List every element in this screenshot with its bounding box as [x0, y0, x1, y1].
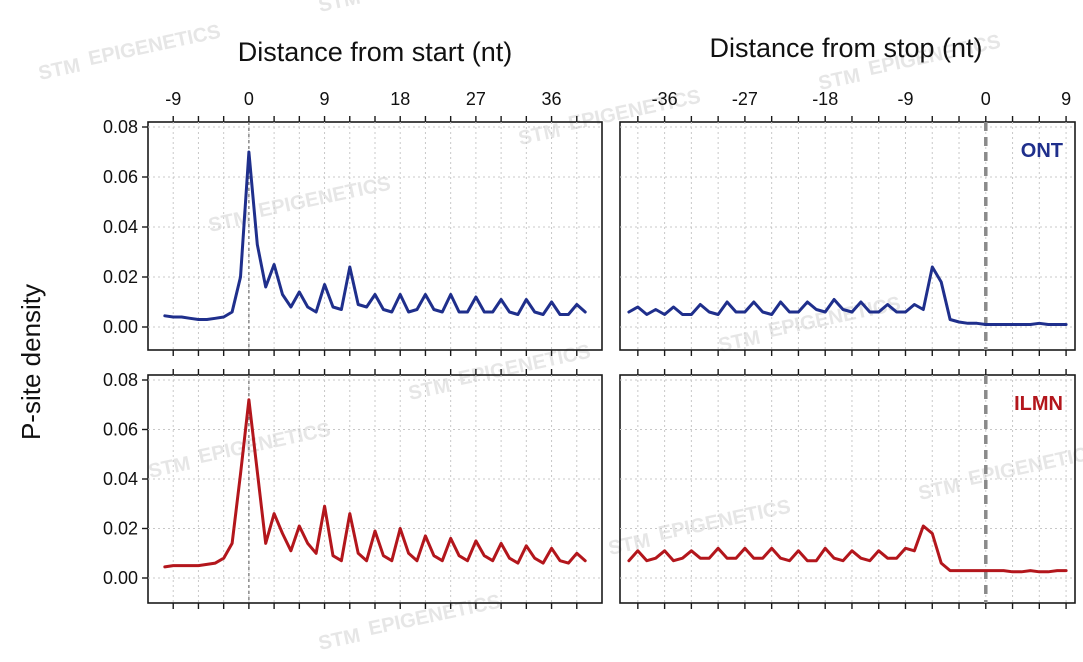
stop-axis-title: Distance from stop (nt)	[709, 33, 982, 63]
y-tick-label: 0.06	[103, 420, 138, 440]
y-tick-label: 0.08	[103, 370, 138, 390]
watermark-brand: STM	[516, 120, 562, 150]
start-x-tick-label: 27	[466, 89, 486, 109]
watermark-brand: STM	[316, 0, 362, 17]
watermark-sub: EPIGENETICS	[366, 0, 502, 2]
stop-x-tick-label: -27	[732, 89, 758, 109]
y-tick-label: 0.00	[103, 568, 138, 588]
data-series	[163, 150, 1068, 574]
watermark-brand: STM	[406, 375, 452, 405]
panel-frame	[147, 374, 603, 604]
y-axis-label: P-site density	[16, 284, 46, 440]
watermark-sub: EPIGENETICS	[456, 341, 592, 390]
y-tick-label: 0.08	[103, 117, 138, 137]
y-tick-label: 0.02	[103, 519, 138, 539]
ilmn-start-series	[163, 398, 587, 569]
axis-labels: -9 0 9 18 27 36 0.00 0.02 0.04 0.06 0.08 -36 -27 -18 -…	[103, 89, 1071, 588]
watermark-brand: STM	[716, 327, 762, 357]
watermark-brand: STM	[36, 55, 82, 85]
stop-x-tick-label: -36	[652, 89, 678, 109]
y-tick-label: 0.04	[103, 217, 138, 237]
y-tick-label: 0.04	[103, 469, 138, 489]
watermark-brand: STM	[606, 530, 652, 560]
panel-frame	[147, 121, 603, 351]
start-x-tick-label: 9	[320, 89, 330, 109]
watermark: STM EPIGENETICS	[316, 0, 502, 17]
stop-x-tick-label: 9	[1061, 89, 1071, 109]
start-x-tick-label: 0	[244, 89, 254, 109]
start-axis-title: Distance from start (nt)	[238, 37, 513, 67]
ont-stop-series	[627, 265, 1068, 326]
start-x-tick-label: -9	[165, 89, 181, 109]
stop-x-tick-label: -9	[897, 89, 913, 109]
watermark-sub: EPIGENETICS	[656, 496, 792, 545]
stop-x-tick-label: 0	[981, 89, 991, 109]
y-tick-label: 0.00	[103, 317, 138, 337]
start-x-tick-label: 18	[390, 89, 410, 109]
ilmn-stop-series	[627, 524, 1068, 574]
watermark-brand: STM	[146, 453, 192, 483]
watermark-brand: STM	[316, 625, 362, 655]
watermark-sub: EPIGENETICS	[366, 591, 502, 640]
start-x-tick-label: 36	[542, 89, 562, 109]
y-tick-label: 0.02	[103, 267, 138, 287]
watermark-sub: EPIGENETICS	[86, 21, 222, 70]
watermark-sub: EPIGENETICS	[966, 441, 1083, 490]
ont-start-series	[163, 150, 587, 321]
panel-frame	[619, 374, 1076, 604]
panel-label-ilmn: ILMN	[1014, 393, 1063, 415]
panel-frame	[619, 121, 1076, 351]
axis-ticks	[142, 116, 1067, 609]
panel-label-ont: ONT	[1021, 140, 1063, 162]
watermark-sub: EPIGENETICS	[196, 419, 332, 468]
stop-x-tick-label: -18	[812, 89, 838, 109]
watermark-sub: EPIGENETICS	[566, 86, 702, 135]
y-tick-label: 0.06	[103, 167, 138, 187]
